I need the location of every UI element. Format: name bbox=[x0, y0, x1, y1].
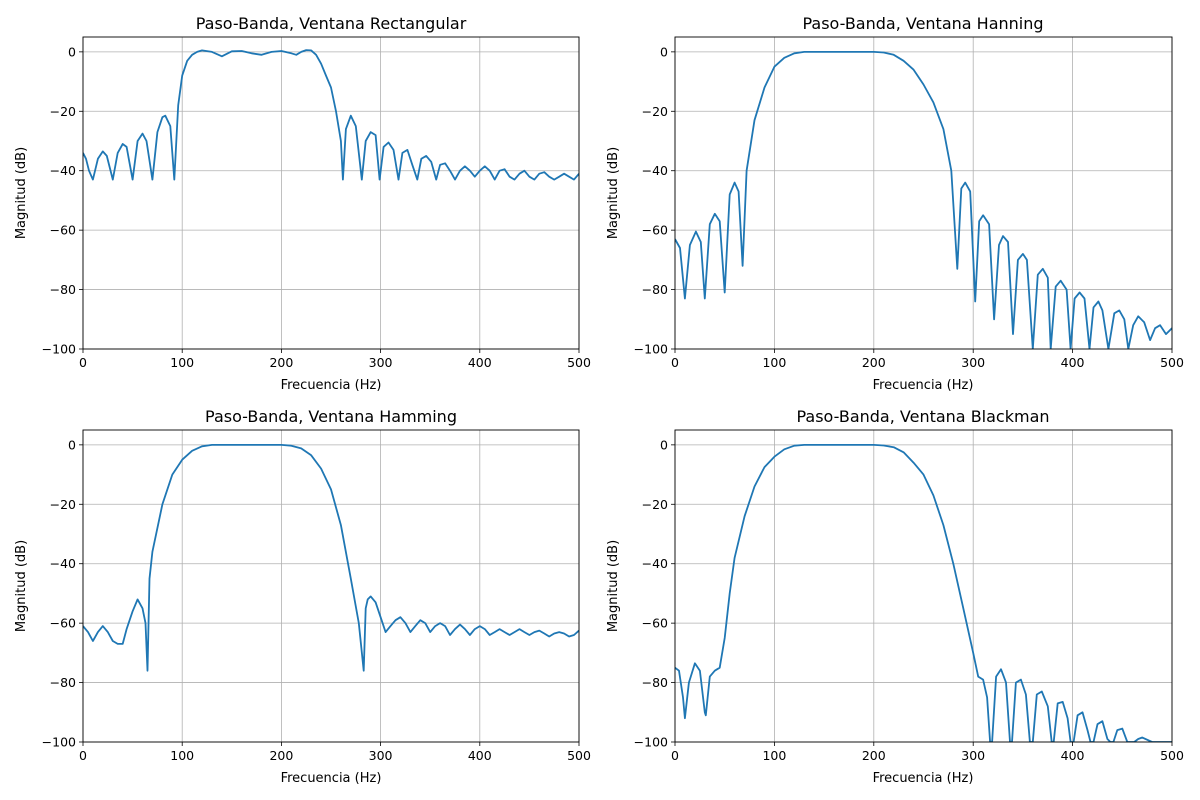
y-axis-label: Magnitud (dB) bbox=[606, 540, 621, 632]
x-tick-label: 100 bbox=[170, 748, 194, 763]
subplot-rectangular: Paso-Banda, Ventana Rectangular Frecuenc… bbox=[14, 14, 591, 393]
x-tick-label: 100 bbox=[170, 355, 194, 370]
axes-frame bbox=[674, 429, 1173, 743]
y-tick-label: 0 bbox=[660, 44, 668, 59]
chart-title: Paso-Banda, Ventana Rectangular bbox=[196, 14, 467, 33]
x-tick-label: 200 bbox=[269, 355, 293, 370]
y-axis-label: Magnitud (dB) bbox=[606, 147, 621, 239]
x-tick-label: 400 bbox=[468, 748, 492, 763]
y-tick-label: 0 bbox=[68, 437, 76, 452]
y-tick-label: −20 bbox=[50, 104, 76, 119]
y-tick-label: −60 bbox=[50, 616, 76, 631]
axes-frame bbox=[82, 429, 580, 743]
x-tick-label: 500 bbox=[567, 748, 591, 763]
x-tick-label: 300 bbox=[961, 355, 985, 370]
y-tick-label: −60 bbox=[642, 223, 668, 238]
y-tick-label: −40 bbox=[50, 556, 76, 571]
y-tick-label: −80 bbox=[642, 675, 668, 690]
axes-frame bbox=[674, 36, 1173, 350]
y-tick-label: −100 bbox=[634, 735, 668, 750]
x-axis-label: Frecuencia (Hz) bbox=[873, 771, 974, 786]
series-line bbox=[83, 49, 579, 181]
y-ticks: 0 −20 −40 −60 −80 −100 bbox=[634, 437, 675, 750]
x-tick-label: 300 bbox=[369, 748, 393, 763]
x-tick-label: 500 bbox=[567, 355, 591, 370]
x-tick-label: 200 bbox=[862, 748, 886, 763]
y-tick-label: −60 bbox=[50, 223, 76, 238]
subplot-hanning: Paso-Banda, Ventana Hanning Frecuencia (… bbox=[606, 14, 1184, 393]
x-tick-label: 400 bbox=[468, 355, 492, 370]
y-tick-label: −20 bbox=[642, 104, 668, 119]
x-tick-label: 300 bbox=[961, 748, 985, 763]
y-tick-label: −20 bbox=[50, 497, 76, 512]
subplot-hamming: Paso-Banda, Ventana Hamming Frecuencia (… bbox=[14, 407, 591, 786]
y-tick-label: −100 bbox=[42, 342, 76, 357]
y-tick-label: −40 bbox=[50, 163, 76, 178]
x-tick-label: 0 bbox=[79, 748, 87, 763]
x-tick-label: 500 bbox=[1160, 355, 1184, 370]
chart-title: Paso-Banda, Ventana Hamming bbox=[205, 407, 457, 426]
series-line bbox=[83, 443, 579, 672]
x-axis-label: Frecuencia (Hz) bbox=[281, 771, 382, 786]
y-ticks: 0 −20 −40 −60 −80 −100 bbox=[42, 437, 83, 750]
x-tick-label: 400 bbox=[1061, 355, 1085, 370]
x-tick-label: 100 bbox=[762, 748, 786, 763]
y-tick-label: −40 bbox=[642, 163, 668, 178]
x-tick-label: 0 bbox=[671, 748, 679, 763]
y-tick-label: −60 bbox=[642, 616, 668, 631]
y-tick-label: 0 bbox=[660, 437, 668, 452]
subplot-blackman: Paso-Banda, Ventana Blackman Frecuencia … bbox=[606, 407, 1184, 786]
x-tick-label: 0 bbox=[671, 355, 679, 370]
series-line bbox=[675, 51, 1172, 349]
y-tick-label: −80 bbox=[50, 282, 76, 297]
y-axis-label: Magnitud (dB) bbox=[14, 147, 29, 239]
x-ticks: 0 100 200 300 400 500 bbox=[671, 742, 1184, 763]
chart-title: Paso-Banda, Ventana Hanning bbox=[802, 14, 1043, 33]
plot-area bbox=[82, 429, 580, 743]
x-axis-label: Frecuencia (Hz) bbox=[873, 378, 974, 393]
x-tick-label: 200 bbox=[862, 355, 886, 370]
y-ticks: 0 −20 −40 −60 −80 −100 bbox=[42, 44, 83, 357]
y-tick-label: 0 bbox=[68, 44, 76, 59]
series-line bbox=[675, 443, 1172, 742]
y-axis-label: Magnitud (dB) bbox=[14, 540, 29, 632]
y-tick-label: −80 bbox=[50, 675, 76, 690]
y-ticks: 0 −20 −40 −60 −80 −100 bbox=[634, 44, 675, 357]
x-tick-label: 100 bbox=[762, 355, 786, 370]
x-ticks: 0 100 200 300 400 500 bbox=[79, 349, 591, 370]
y-tick-label: −40 bbox=[642, 556, 668, 571]
x-tick-label: 400 bbox=[1061, 748, 1085, 763]
plot-area bbox=[82, 36, 580, 350]
y-tick-label: −20 bbox=[642, 497, 668, 512]
x-ticks: 0 100 200 300 400 500 bbox=[671, 349, 1184, 370]
y-tick-label: −80 bbox=[642, 282, 668, 297]
axes-frame bbox=[82, 36, 580, 350]
chart-title: Paso-Banda, Ventana Blackman bbox=[796, 407, 1049, 426]
gridlines bbox=[82, 430, 580, 743]
x-tick-label: 300 bbox=[369, 355, 393, 370]
y-tick-label: −100 bbox=[634, 342, 668, 357]
plot-area bbox=[674, 429, 1173, 743]
x-ticks: 0 100 200 300 400 500 bbox=[79, 742, 591, 763]
x-tick-label: 0 bbox=[79, 355, 87, 370]
y-tick-label: −100 bbox=[42, 735, 76, 750]
plot-area bbox=[674, 36, 1173, 350]
x-tick-label: 500 bbox=[1160, 748, 1184, 763]
x-axis-label: Frecuencia (Hz) bbox=[281, 378, 382, 393]
x-tick-label: 200 bbox=[269, 748, 293, 763]
